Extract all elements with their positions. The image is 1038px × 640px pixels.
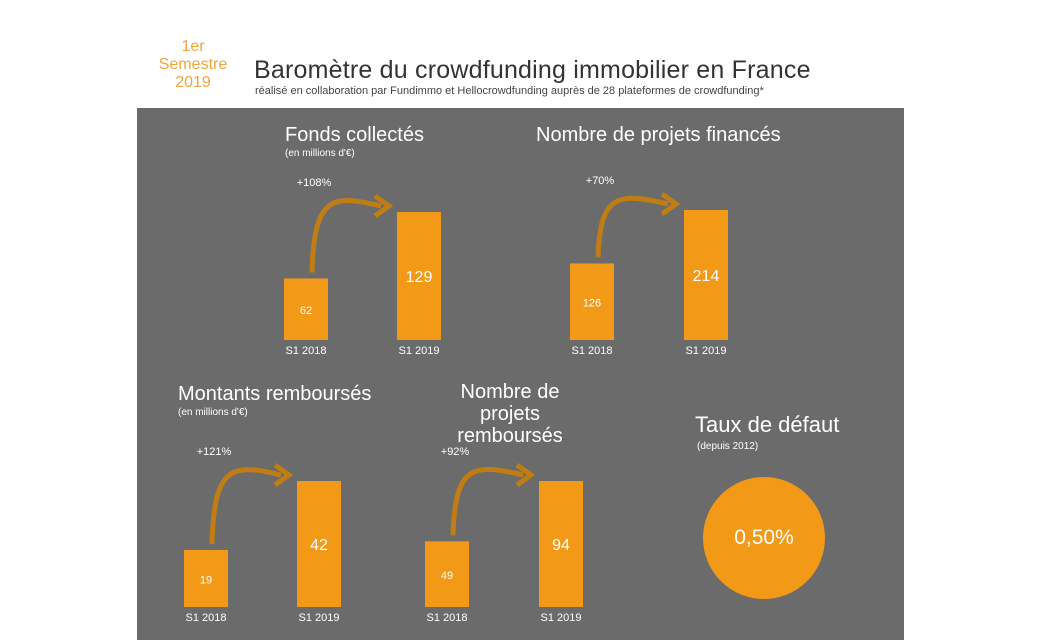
montants-title: Montants remboursés — [178, 383, 372, 405]
bar-3-1 — [539, 481, 583, 607]
defaut-rate-circle: 0,50% — [703, 477, 825, 599]
defaut-title: Taux de défaut — [695, 412, 840, 437]
bar-value-label-1-1: 214 — [693, 268, 720, 285]
page-title: Baromètre du crowdfunding immobilier en … — [254, 56, 811, 84]
fonds-title: Fonds collectés — [285, 124, 424, 146]
defaut-note: (depuis 2012) — [697, 441, 759, 452]
category-label-3-1: S1 2019 — [541, 612, 582, 624]
rembourses-title-line-1: Nombre de projets — [460, 381, 560, 425]
bar-2-1 — [297, 481, 341, 607]
category-label-3-0: S1 2018 — [427, 612, 468, 624]
growth-percent-3: +92% — [441, 446, 470, 458]
category-label-0-0: S1 2018 — [286, 345, 327, 357]
semester-label: 1er Semestre 2019 — [150, 38, 236, 92]
page-subtitle: réalisé en collaboration par Fundimmo et… — [255, 85, 764, 97]
semester-line-3: 2019 — [175, 74, 211, 91]
rembourses-title-line-2: remboursés — [457, 425, 563, 447]
growth-arrow-head-1 — [660, 191, 681, 217]
projets-title: Nombre de projets financés — [536, 124, 781, 146]
growth-arrow-1 — [595, 195, 669, 258]
growth-arrow-0 — [309, 198, 382, 273]
bar-value-label-3-1: 94 — [552, 537, 570, 554]
growth-percent-1: +70% — [586, 175, 615, 187]
bar-value-label-0-0: 62 — [300, 305, 312, 317]
growth-percent-2: +121% — [197, 446, 232, 458]
growth-arrow-head-0 — [373, 193, 394, 219]
category-label-2-0: S1 2018 — [186, 612, 227, 624]
category-label-1-1: S1 2019 — [686, 345, 727, 357]
category-label-1-0: S1 2018 — [572, 345, 613, 357]
bar-value-label-3-0: 49 — [441, 570, 453, 582]
growth-arrow-head-3 — [515, 462, 536, 488]
semester-line-1: 1er — [181, 38, 205, 55]
bar-value-label-1-0: 126 — [583, 298, 601, 310]
category-label-2-1: S1 2019 — [299, 612, 340, 624]
category-label-0-1: S1 2019 — [399, 345, 440, 357]
bar-2-0 — [184, 550, 228, 607]
growth-arrow-2 — [209, 467, 282, 545]
bar-0-0 — [284, 278, 328, 340]
montants-note: (en millions d'€) — [178, 407, 248, 418]
bar-0-1 — [397, 212, 441, 340]
bar-value-label-0-1: 129 — [406, 269, 433, 286]
bar-value-label-2-0: 19 — [200, 575, 212, 587]
bar-3-0 — [425, 541, 469, 607]
fonds-note: (en millions d'€) — [285, 148, 355, 159]
growth-arrow-head-2 — [273, 462, 294, 488]
rembourses-title: Nombre de projets remboursés — [430, 381, 590, 447]
bar-1-0 — [570, 263, 614, 340]
growth-arrow-3 — [450, 466, 524, 536]
bar-value-label-2-1: 42 — [310, 537, 328, 554]
bar-1-1 — [684, 210, 728, 340]
growth-percent-0: +108% — [297, 177, 332, 189]
semester-line-2: Semestre — [158, 56, 228, 73]
